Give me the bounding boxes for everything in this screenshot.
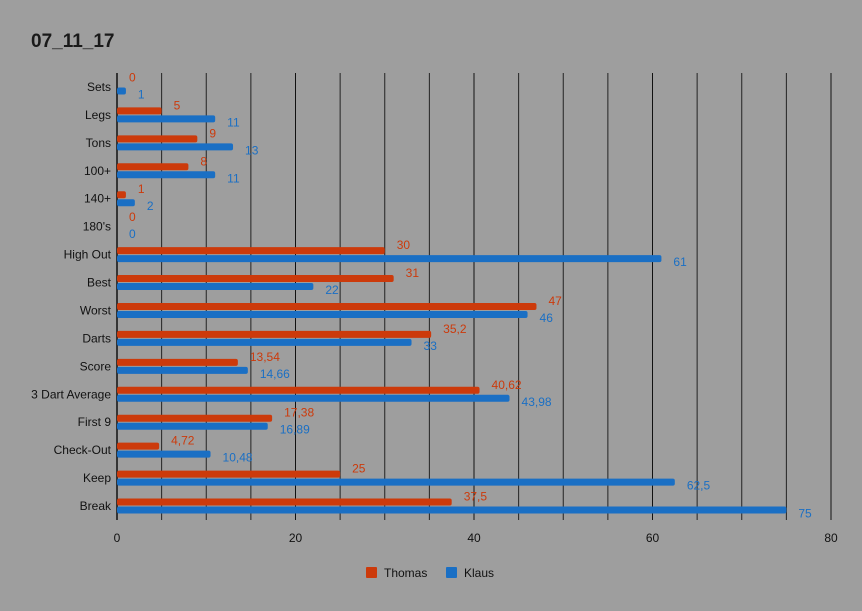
bar-klaus [117,506,787,514]
data-label-klaus: 2 [147,199,154,213]
data-label-thomas: 37,5 [464,490,488,504]
data-label-klaus: 11 [227,171,240,185]
category-label: 3 Dart Average [31,387,111,401]
bar-klaus [117,338,412,346]
data-label-klaus: 11 [227,115,240,129]
data-label-thomas: 0 [129,70,136,84]
data-label-thomas: 13,54 [250,350,280,364]
bar-thomas [117,470,341,478]
x-tick-label: 40 [467,531,481,545]
bar-thomas [117,386,480,394]
data-label-thomas: 47 [548,294,562,308]
legend-swatch-klaus [446,567,457,578]
bar-klaus [117,366,248,374]
bar-klaus [117,199,135,207]
data-label-thomas: 9 [209,126,216,140]
data-label-thomas: 8 [200,154,207,168]
bar-klaus [117,450,211,458]
bar-thomas [117,330,432,338]
data-label-thomas: 35,2 [443,322,467,336]
data-label-klaus: 1 [138,87,145,101]
data-label-klaus: 22 [325,283,339,297]
bar-thomas [117,191,126,199]
bar-klaus [117,171,216,179]
data-label-klaus: 10,48 [223,451,253,465]
data-label-thomas: 40,62 [492,378,522,392]
bar-klaus [117,422,268,430]
category-label: 100+ [84,164,111,178]
category-label: High Out [64,248,112,262]
bar-klaus [117,87,126,95]
data-label-thomas: 1 [138,182,145,196]
category-label: 180's [83,220,111,234]
bar-thomas [117,442,160,450]
bar-thomas [117,498,452,506]
category-label: First 9 [78,415,112,429]
bar-thomas [117,135,198,143]
data-label-klaus: 61 [673,255,687,269]
data-label-klaus: 0 [129,227,136,241]
bar-klaus [117,143,234,151]
x-tick-label: 0 [114,531,121,545]
bar-thomas [117,247,385,255]
x-tick-label: 60 [646,531,660,545]
legend-label-klaus: Klaus [464,566,494,580]
bar-thomas [117,358,238,366]
bar-klaus [117,283,314,291]
data-label-thomas: 25 [352,462,366,476]
category-label: Keep [83,471,111,485]
bar-klaus [117,255,662,263]
category-label: Tons [86,136,111,150]
category-label: 140+ [84,192,111,206]
x-tick-label: 80 [824,531,838,545]
data-label-klaus: 13 [245,143,259,157]
bar-thomas [117,163,189,171]
data-label-klaus: 33 [424,339,438,353]
bar-thomas [117,275,394,283]
data-label-klaus: 46 [540,311,554,325]
category-label: Worst [80,303,112,317]
data-label-thomas: 17,38 [284,406,314,420]
bar-klaus [117,310,528,318]
category-label: Legs [85,108,111,122]
bar-thomas [117,107,162,115]
legend-swatch-thomas [366,567,377,578]
category-label: Score [80,359,112,373]
data-label-thomas: 0 [129,210,136,224]
legend-label-thomas: Thomas [384,566,427,580]
chart-title: 07_11_17 [31,31,115,52]
category-label: Darts [82,331,111,345]
data-label-klaus: 16,89 [280,423,310,437]
data-label-thomas: 30 [397,238,411,252]
x-tick-label: 20 [289,531,303,545]
bar-klaus [117,394,510,402]
bar-thomas [117,302,537,310]
data-label-klaus: 75 [798,507,812,521]
category-label: Check-Out [54,443,112,457]
bar-klaus [117,478,675,486]
data-label-thomas: 31 [406,266,420,280]
data-label-klaus: 14,66 [260,367,290,381]
category-label: Break [80,499,112,513]
category-label: Best [87,276,112,290]
bar-klaus [117,115,216,123]
category-label: Sets [87,80,111,94]
data-label-thomas: 4,72 [171,434,195,448]
data-label-thomas: 5 [174,98,181,112]
bar-thomas [117,414,273,422]
data-label-klaus: 43,98 [522,395,552,409]
data-label-klaus: 62,5 [687,479,711,493]
